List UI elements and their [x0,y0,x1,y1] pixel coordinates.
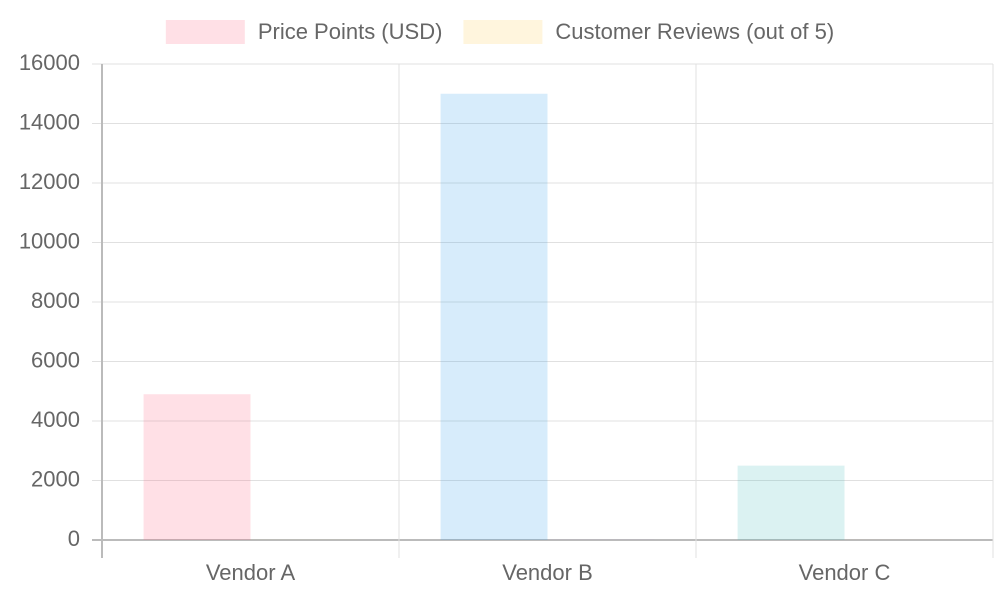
bar [440,93,548,540]
x-tick-label: Vendor C [799,560,891,585]
y-tick-label: 0 [68,526,80,551]
y-tick-label: 8000 [31,288,80,313]
y-tick-label: 16000 [19,50,80,75]
x-tick-label: Vendor A [206,560,296,585]
y-tick-label: 10000 [19,228,80,253]
y-tick-label: 14000 [19,109,80,134]
bar [143,394,251,540]
y-tick-label: 6000 [31,347,80,372]
legend-label: Price Points (USD) [258,19,443,44]
legend-swatch [463,20,543,44]
legend-swatch [165,20,245,44]
legend-label: Customer Reviews (out of 5) [555,19,834,44]
y-tick-label: 2000 [31,466,80,491]
x-tick-label: Vendor B [502,560,593,585]
y-tick-label: 4000 [31,407,80,432]
bar [737,465,845,540]
y-tick-label: 12000 [19,169,80,194]
